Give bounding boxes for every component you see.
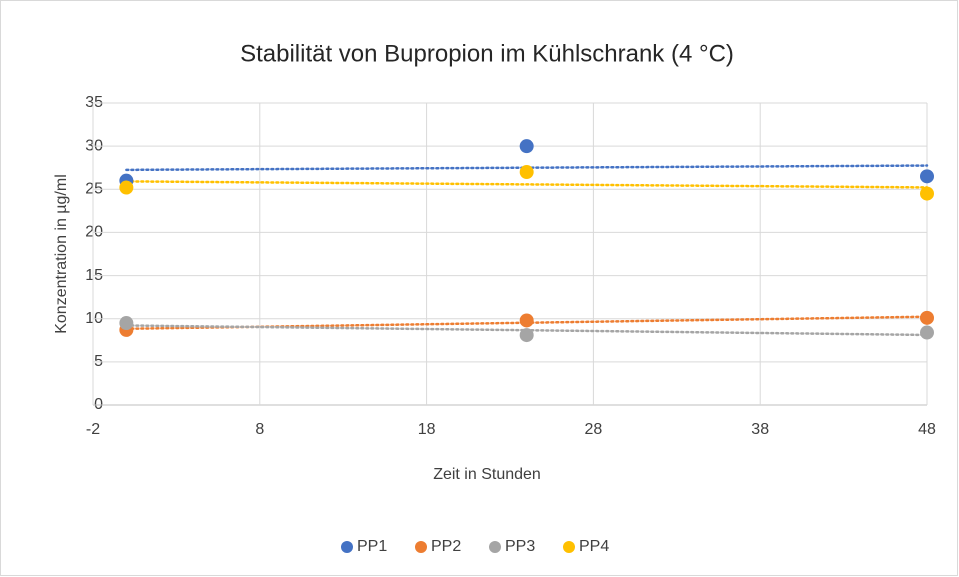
x-tick-label: 8	[255, 421, 264, 438]
point	[119, 316, 134, 331]
legend-label: PP1	[357, 538, 387, 555]
legend-label: PP2	[431, 538, 461, 555]
point	[920, 325, 934, 340]
point	[920, 186, 934, 201]
x-tick-label: 38	[751, 421, 769, 438]
x-axis-label: Zeit in Stunden	[433, 466, 541, 483]
legend-label: PP3	[505, 538, 535, 555]
chart-title: Stabilität von Bupropion im Kühlschrank …	[240, 40, 734, 67]
legend-marker	[341, 541, 353, 553]
x-tick-label: 48	[918, 421, 936, 438]
point	[119, 180, 134, 195]
legend-marker	[415, 541, 427, 553]
point	[519, 328, 534, 343]
x-tick-label: 18	[418, 421, 436, 438]
y-axis-label: Konzentration in µg/ml	[53, 174, 70, 334]
legend-marker	[563, 541, 575, 553]
x-tick-label: 28	[585, 421, 603, 438]
legend-label: PP4	[579, 538, 609, 555]
point	[519, 165, 534, 180]
point	[519, 313, 534, 328]
point	[519, 139, 534, 154]
legend-marker	[489, 541, 501, 553]
point	[920, 169, 934, 184]
x-tick-label: -2	[86, 421, 100, 438]
trendline	[125, 180, 929, 189]
point	[920, 310, 934, 325]
